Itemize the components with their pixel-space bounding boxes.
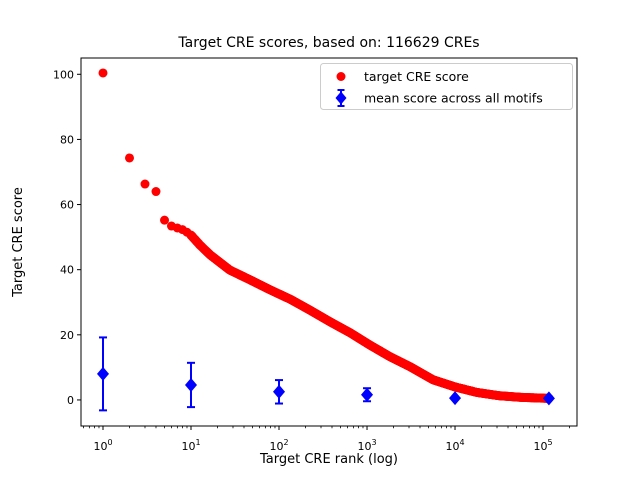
red-point bbox=[160, 215, 170, 225]
legend-label-mean-score: mean score across all motifs bbox=[364, 91, 543, 106]
blue-diamond-point bbox=[449, 391, 462, 406]
x-tick-label: 100 bbox=[93, 438, 112, 453]
y-tick-label: 40 bbox=[60, 264, 74, 277]
blue-diamond-point bbox=[542, 391, 555, 406]
legend-marker-target-score bbox=[336, 72, 346, 81]
x-tick-label: 102 bbox=[269, 438, 288, 453]
x-tick-label: 103 bbox=[357, 438, 376, 453]
legend: target CRE score mean score across all m… bbox=[320, 63, 573, 110]
chart-title: Target CRE scores, based on: 116629 CREs bbox=[177, 35, 479, 51]
x-axis-label: Target CRE rank (log) bbox=[259, 452, 398, 467]
legend-box bbox=[320, 63, 573, 110]
blue-mean-series bbox=[97, 336, 555, 412]
blue-diamond-point bbox=[185, 377, 198, 392]
red-scatter-series bbox=[98, 68, 554, 403]
y-tick-label: 60 bbox=[60, 199, 74, 212]
plot-spines bbox=[80, 57, 578, 427]
x-tick-label: 104 bbox=[445, 438, 464, 453]
y-tick-label: 20 bbox=[60, 329, 74, 342]
red-point bbox=[98, 68, 108, 78]
x-tick-label: 101 bbox=[181, 438, 200, 453]
legend-blue-diamond-icon bbox=[335, 91, 347, 105]
y-axis-label: Target CRE score bbox=[11, 187, 26, 298]
legend-label-target-score: target CRE score bbox=[364, 69, 469, 84]
y-tick-label: 80 bbox=[60, 133, 74, 146]
blue-diamond-point bbox=[273, 384, 286, 399]
legend-red-dot-icon bbox=[336, 72, 346, 81]
red-point bbox=[140, 179, 150, 189]
axis-ticks bbox=[77, 73, 570, 430]
blue-diamond-point bbox=[97, 366, 110, 381]
y-tick-label: 0 bbox=[67, 394, 74, 407]
plot-area: 100 101 102 103 104 105 0 20 40 60 80 100 bbox=[53, 57, 578, 453]
x-tick-label: 105 bbox=[533, 438, 552, 453]
red-point bbox=[151, 187, 161, 197]
blue-diamond-point bbox=[361, 387, 374, 402]
red-point bbox=[124, 153, 134, 163]
y-tick-label: 100 bbox=[53, 68, 74, 81]
legend-marker-mean-score bbox=[335, 89, 347, 107]
